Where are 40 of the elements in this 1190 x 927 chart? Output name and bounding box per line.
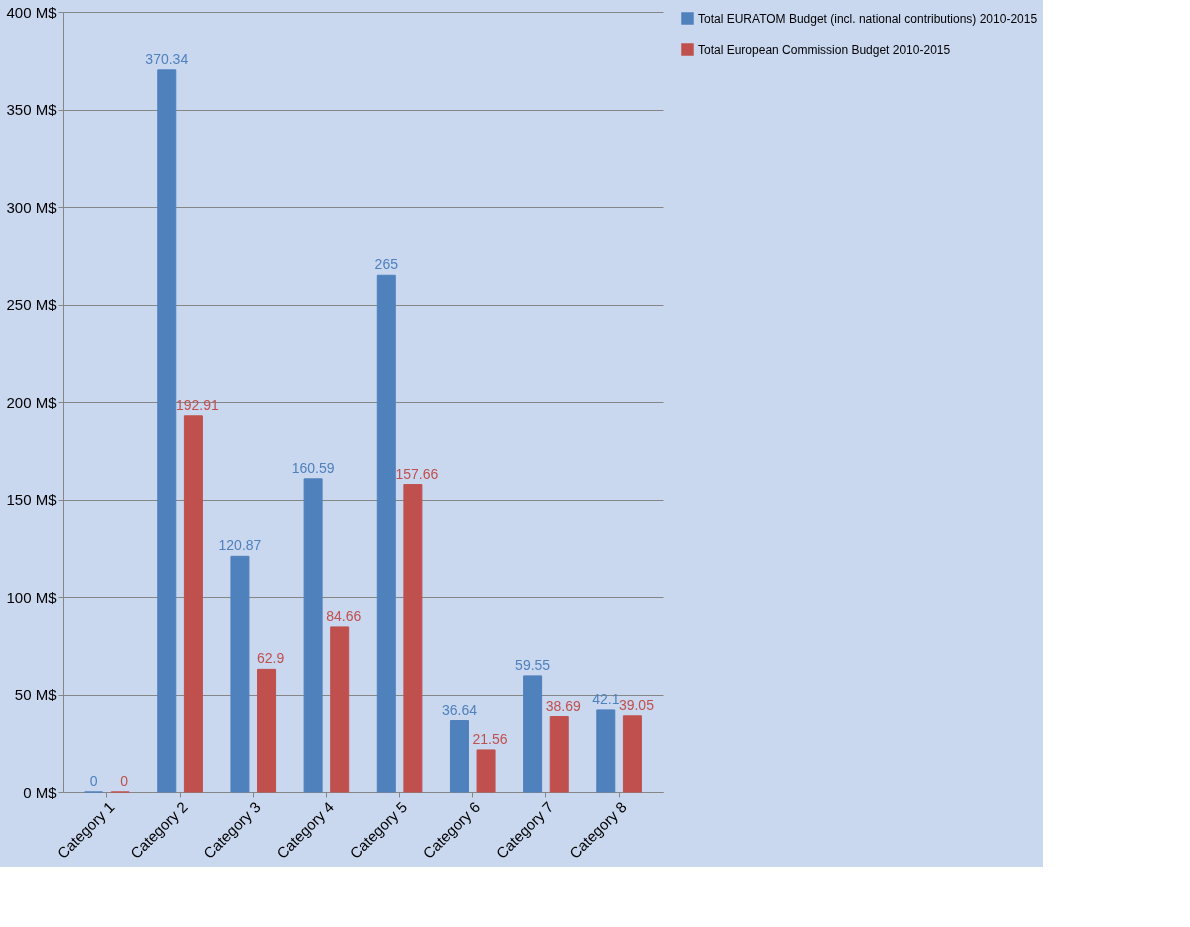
data-label: 160.59 [291, 459, 335, 476]
y-tick-label: 250 M$ [6, 296, 58, 313]
legend-label: Total European Commission Budget 2010-2015 [698, 42, 951, 57]
bar [549, 716, 569, 793]
y-tick-label: 50 M$ [14, 686, 58, 703]
bar [157, 69, 177, 793]
bar [596, 709, 616, 793]
y-tick-label: 100 M$ [6, 588, 58, 606]
data-label: 157.66 [395, 465, 439, 482]
bar [257, 668, 277, 793]
bar [303, 478, 323, 793]
legend-label: Total EURATOM Budget (incl. national contributions) 2010-2015 [698, 11, 1038, 26]
data-label: 370.34 [145, 50, 189, 67]
bar [622, 715, 642, 793]
data-label: 62.9 [256, 650, 285, 667]
data-label: 0 [120, 773, 129, 789]
y-tick-label: 0 M$ [23, 783, 58, 801]
data-label: 0 [89, 773, 98, 789]
y-tick-label: 400 M$ [6, 3, 58, 21]
y-tick-label: 300 M$ [6, 198, 58, 216]
y-tick-label: 150 M$ [6, 491, 58, 508]
data-label: 84.66 [326, 607, 362, 624]
bar [330, 626, 350, 793]
data-label: 265 [374, 256, 399, 273]
bar [376, 274, 396, 793]
bar [183, 415, 203, 793]
y-tick-label: 350 M$ [6, 101, 58, 118]
bar [449, 720, 469, 793]
data-label: 39.05 [618, 696, 655, 713]
data-label: 21.56 [472, 730, 508, 747]
data-label: 59.55 [515, 656, 551, 673]
bar [523, 675, 543, 793]
data-label: 36.64 [441, 701, 478, 718]
data-label: 120.87 [218, 537, 262, 554]
bar [403, 484, 423, 793]
data-label: 38.69 [545, 697, 581, 714]
bar [230, 555, 250, 793]
data-label: 42.1 [592, 690, 620, 707]
bar [476, 749, 496, 793]
y-tick-label: 200 M$ [6, 393, 58, 411]
